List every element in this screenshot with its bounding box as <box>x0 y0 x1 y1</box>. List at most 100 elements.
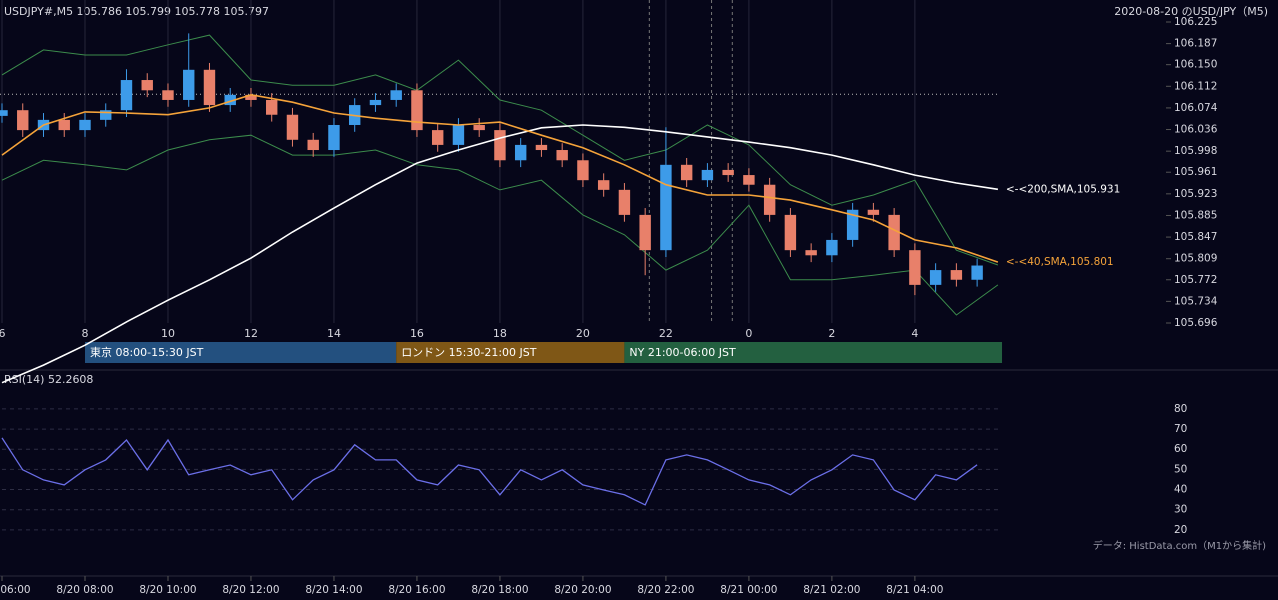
x-tick-label: 4 <box>911 327 918 340</box>
x-tick-label: 8/20 06:00 <box>0 584 31 596</box>
candle-body <box>100 110 112 120</box>
candle-body <box>245 94 257 100</box>
y-tick-label: 50 <box>1174 463 1187 475</box>
candle-body <box>846 209 859 240</box>
x-tick-label: 18 <box>493 327 507 340</box>
session-bar <box>84 342 397 363</box>
candle-body <box>17 110 29 131</box>
y-tick-label: 30 <box>1174 504 1187 516</box>
y-tick-label: 106.225 <box>1174 16 1217 28</box>
candle-body <box>535 144 548 151</box>
x-tick-label: 8/21 00:00 <box>720 584 777 596</box>
y-tick-label: 70 <box>1174 423 1187 435</box>
y-tick-label: 105.734 <box>1174 295 1218 307</box>
x-tick-label: 8/21 04:00 <box>886 584 943 596</box>
y-tick-label: 105.696 <box>1174 317 1218 329</box>
y-tick-label: 105.923 <box>1174 188 1217 200</box>
candle-body <box>224 94 236 106</box>
y-tick-label: 105.998 <box>1174 145 1217 157</box>
x-tick-label: 8/20 10:00 <box>139 584 196 596</box>
candle-body <box>722 169 734 176</box>
candle-body <box>411 90 423 131</box>
candle-body <box>971 265 983 280</box>
y-tick-label: 105.885 <box>1174 209 1217 221</box>
sma-line <box>1 124 999 384</box>
rsi-line <box>1 437 978 506</box>
candle-body <box>514 144 527 161</box>
candle-body <box>0 110 8 116</box>
x-tick-label: 8 <box>81 327 88 340</box>
candle-body <box>743 175 755 185</box>
candle-body <box>660 164 672 251</box>
candle-body <box>577 160 589 181</box>
chart-title: USDJPY#,M5 105.786 105.799 105.778 105.7… <box>4 5 269 18</box>
line-label: <-<200,SMA,105.931 <box>1006 183 1120 195</box>
candle-body <box>203 69 216 106</box>
x-tick-label: 8/20 18:00 <box>471 584 528 596</box>
candle-body <box>556 150 568 161</box>
x-tick-label: 12 <box>244 327 258 340</box>
session-label: NY 21:00-06:00 JST <box>629 346 736 359</box>
y-tick-label: 20 <box>1174 524 1187 536</box>
y-tick-label: 105.772 <box>1174 274 1217 286</box>
candle-body <box>79 119 91 131</box>
line-label: <-<40,SMA,105.801 <box>1006 256 1114 268</box>
x-tick-label: 8/20 20:00 <box>554 584 611 596</box>
candle-body <box>763 184 776 215</box>
candle-body <box>494 130 506 161</box>
source-note: データ: HistData.com（M1から集計) <box>1093 539 1266 552</box>
x-tick-label: 8/21 02:00 <box>803 584 860 596</box>
y-tick-label: 105.961 <box>1174 166 1217 178</box>
candle-body <box>929 270 942 285</box>
y-tick-label: 106.112 <box>1174 80 1217 92</box>
candle-body <box>120 80 133 111</box>
candle-body <box>141 80 153 91</box>
candle-body <box>58 119 70 131</box>
candle-body <box>888 214 900 251</box>
candle-body <box>805 250 817 256</box>
candle-body <box>950 270 963 280</box>
x-tick-label: 8/20 08:00 <box>56 584 113 596</box>
x-tick-label: 8/20 16:00 <box>388 584 445 596</box>
x-tick-label: 10 <box>161 327 175 340</box>
candle-body <box>784 214 797 251</box>
x-tick-label: 14 <box>327 327 341 340</box>
candle-body <box>867 209 880 215</box>
candle-body <box>307 139 319 151</box>
candle-body <box>473 124 485 131</box>
candle-body <box>431 130 444 145</box>
candle-body <box>369 99 382 106</box>
candle-body <box>162 90 174 100</box>
session-bar <box>624 342 1003 363</box>
candle-body <box>328 124 340 151</box>
x-tick-label: 8/20 14:00 <box>305 584 362 596</box>
sma-line <box>1 93 999 263</box>
x-tick-label: 20 <box>576 327 590 340</box>
y-tick-label: 105.809 <box>1174 253 1217 265</box>
candle-body <box>826 239 838 256</box>
y-tick-label: 106.187 <box>1174 38 1217 50</box>
x-tick-label: 8/20 22:00 <box>637 584 694 596</box>
candle-body <box>909 250 921 285</box>
session-label: 東京 08:00-15:30 JST <box>90 345 204 359</box>
session-label: ロンドン 15:30-21:00 JST <box>401 346 537 359</box>
x-tick-label: 16 <box>410 327 424 340</box>
candle-body <box>701 169 714 181</box>
x-tick-label: 6 <box>0 327 6 340</box>
candle-body <box>618 189 631 215</box>
candle-body <box>390 90 402 100</box>
candle-body <box>452 124 465 145</box>
y-tick-label: 106.150 <box>1174 59 1217 71</box>
x-tick-label: 22 <box>659 327 673 340</box>
x-tick-label: 0 <box>745 327 752 340</box>
candle-body <box>680 164 693 181</box>
y-tick-label: 106.036 <box>1174 124 1218 136</box>
candle-body <box>183 69 195 100</box>
y-tick-label: 105.847 <box>1174 231 1217 243</box>
y-tick-label: 40 <box>1174 484 1187 496</box>
x-tick-label: 2 <box>828 327 835 340</box>
chart-subtitle: 2020-08-20 のUSD/JPY（M5) <box>1114 5 1268 18</box>
rsi-title: RSI(14) 52.2608 <box>4 373 93 386</box>
y-tick-label: 60 <box>1174 443 1187 455</box>
